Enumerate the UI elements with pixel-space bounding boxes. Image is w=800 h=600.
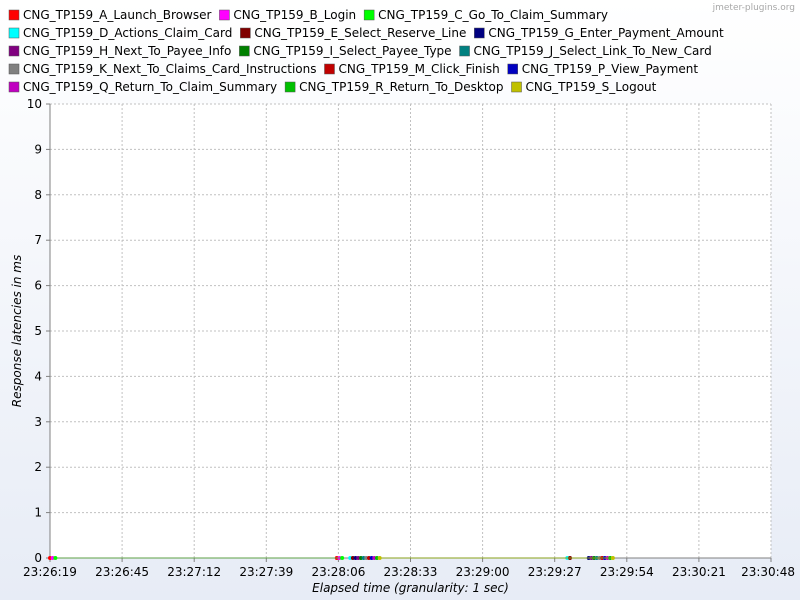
- legend-item: CNG_TP159_I_Select_Payee_Type: [239, 44, 452, 58]
- grid: [50, 103, 772, 558]
- legend-swatch: [8, 27, 20, 39]
- y-tick-label: 4: [34, 369, 42, 383]
- y-tick-label: 1: [34, 506, 42, 520]
- legend-label: CNG_TP159_Q_Return_To_Claim_Summary: [23, 80, 277, 94]
- legend-label: CNG_TP159_K_Next_To_Claims_Card_Instruct…: [23, 62, 316, 76]
- x-tick-label: 23:30:48: [741, 565, 795, 579]
- legend-item: CNG_TP159_G_Enter_Payment_Amount: [474, 26, 724, 40]
- x-tick-label: 23:27:39: [239, 565, 293, 579]
- legend-label: CNG_TP159_H_Next_To_Payee_Info: [23, 44, 231, 58]
- x-tick-label: 23:26:45: [95, 565, 149, 579]
- legend-item: CNG_TP159_M_Click_Finish: [324, 62, 500, 76]
- x-tick-label: 23:28:33: [384, 565, 438, 579]
- legend-swatch: [511, 81, 522, 93]
- legend-label: CNG_TP159_A_Launch_Browser: [23, 8, 211, 22]
- data-point: [53, 556, 58, 560]
- legend-label: CNG_TP159_I_Select_Payee_Type: [253, 44, 451, 58]
- legend-label: CNG_TP159_C_Go_To_Claim_Summary: [378, 8, 608, 22]
- x-tick-label: 23:28:06: [311, 565, 365, 579]
- legend-item: CNG_TP159_B_Login: [219, 8, 356, 22]
- legend-item: CNG_TP159_A_Launch_Browser: [8, 8, 211, 22]
- legend-swatch: [363, 9, 375, 21]
- legend-item: CNG_TP159_J_Select_Link_To_New_Card: [459, 44, 712, 58]
- legend-item: CNG_TP159_D_Actions_Claim_Card: [8, 26, 232, 40]
- legend-swatch: [8, 9, 20, 21]
- data-point: [340, 556, 345, 560]
- legend-item: CNG_TP159_R_Return_To_Desktop: [284, 80, 504, 94]
- data-point: [377, 556, 382, 560]
- x-axis-ticks: 23:26:19 23:26:45 23:27:12 23:27:39 23:28:06…: [23, 558, 795, 579]
- legend-swatch: [507, 63, 518, 75]
- legend-swatch: [324, 63, 335, 75]
- legend: CNG_TP159_A_Launch_Browser CNG_TP159_B_Lo…: [8, 8, 724, 94]
- legend-item: CNG_TP159_C_Go_To_Claim_Summary: [363, 8, 608, 22]
- x-tick-label: 23:29:54: [600, 565, 654, 579]
- legend-label: CNG_TP159_J_Select_Link_To_New_Card: [474, 44, 712, 58]
- series-group: [53, 556, 345, 560]
- legend-label: CNG_TP159_G_Enter_Payment_Amount: [488, 26, 724, 40]
- watermark-text: jmeter-plugins.org: [712, 3, 795, 13]
- y-tick-label: 2: [34, 460, 42, 474]
- legend-swatch: [239, 45, 250, 57]
- y-tick-label: 8: [34, 188, 42, 202]
- legend-swatch: [284, 81, 296, 93]
- legend-swatch: [459, 45, 470, 57]
- x-axis-title: Elapsed time (granularity: 1 sec): [312, 581, 509, 595]
- x-tick-label: 23:29:00: [456, 565, 510, 579]
- legend-item: CNG_TP159_Q_Return_To_Claim_Summary: [8, 80, 277, 94]
- legend-label: CNG_TP159_P_View_Payment: [522, 62, 699, 76]
- y-tick-label: 5: [34, 324, 42, 338]
- data-points: [48, 556, 615, 560]
- x-tick-label: 23:26:19: [23, 565, 77, 579]
- legend-label: CNG_TP159_M_Click_Finish: [338, 62, 499, 76]
- legend-swatch: [8, 81, 20, 93]
- legend-item: CNG_TP159_P_View_Payment: [507, 62, 699, 76]
- x-tick-label: 23:29:27: [528, 565, 582, 579]
- x-tick-label: 23:27:12: [167, 565, 221, 579]
- y-tick-label: 0: [34, 551, 42, 565]
- x-tick-label: 23:30:21: [672, 565, 726, 579]
- legend-item: CNG_TP159_H_Next_To_Payee_Info: [8, 44, 231, 58]
- legend-label: CNG_TP159_R_Return_To_Desktop: [299, 80, 503, 94]
- y-tick-label: 6: [34, 279, 42, 293]
- legend-swatch: [8, 45, 20, 57]
- legend-item: CNG_TP159_K_Next_To_Claims_Card_Instruct…: [8, 62, 316, 76]
- y-axis-title: Response latencies in ms: [10, 255, 24, 407]
- legend-swatch: [240, 27, 251, 39]
- legend-label: CNG_TP159_E_Select_Reserve_Line: [254, 26, 466, 40]
- y-tick-label: 10: [27, 97, 42, 111]
- legend-swatch: [219, 9, 230, 21]
- legend-label: CNG_TP159_B_Login: [233, 8, 356, 22]
- y-tick-label: 7: [34, 233, 42, 247]
- series-group: [377, 556, 615, 560]
- y-tick-label: 9: [34, 142, 42, 156]
- legend-label: CNG_TP159_D_Actions_Claim_Card: [23, 26, 232, 40]
- legend-label: CNG_TP159_S_Logout: [526, 80, 657, 94]
- legend-swatch: [474, 27, 485, 39]
- legend-item: CNG_TP159_S_Logout: [511, 80, 657, 94]
- legend-item: CNG_TP159_E_Select_Reserve_Line: [240, 26, 466, 40]
- data-point: [610, 556, 615, 560]
- y-tick-label: 3: [34, 415, 42, 429]
- y-axis-ticks: 0 1 2 3 4 5 6 7 8 9 10: [27, 97, 50, 565]
- legend-swatch: [8, 63, 20, 75]
